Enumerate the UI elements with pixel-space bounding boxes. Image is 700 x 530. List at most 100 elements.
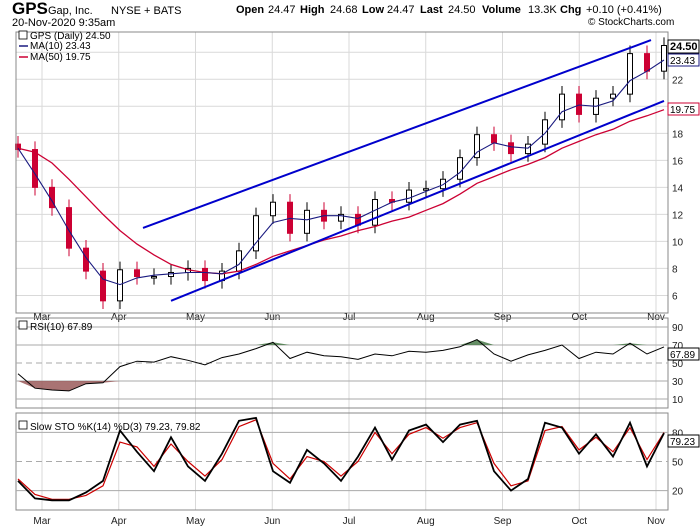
last-label: Last <box>420 4 443 16</box>
candle-body <box>202 267 208 282</box>
price-y-tick-label: 18 <box>672 129 684 140</box>
candle-body <box>100 270 106 302</box>
open-value: 24.47 <box>268 4 296 16</box>
price-y-tick-label: 22 <box>672 75 684 86</box>
candle-body <box>253 215 259 252</box>
price-candle <box>491 126 497 151</box>
ma10-badge-text: 23.43 <box>670 56 695 67</box>
candle-body <box>559 93 565 121</box>
candle-body <box>270 201 276 217</box>
price-y-tick-label: 10 <box>672 237 684 248</box>
price-candle <box>508 134 514 162</box>
legend-price: GPS (Daily) 24.50 <box>30 31 111 42</box>
price-candle <box>440 171 446 197</box>
ma10-line <box>17 59 665 286</box>
price-candle <box>457 149 463 188</box>
price-candle <box>644 45 650 80</box>
candle-body <box>474 134 480 159</box>
rsi-oversold-fill <box>18 381 35 389</box>
rsi-overbought-fill <box>273 342 290 345</box>
candle-body <box>491 134 497 144</box>
legend-ma50: MA(50) 19.75 <box>30 52 91 63</box>
sto-x-tick-label: Nov <box>647 516 665 527</box>
channel-upper-line <box>142 39 652 229</box>
candle-body <box>440 178 446 190</box>
candle-body <box>644 53 650 72</box>
change-label: Chg <box>560 4 581 16</box>
sto-panel: Slow STO %K(14) %D(3) 79.23, 79.82 20 50 8… <box>15 412 700 527</box>
open-label: Open <box>236 4 264 16</box>
rsi-y-tick-label: 50 <box>672 359 684 370</box>
rsi-y-tick-label: 70 <box>672 341 684 352</box>
sto-x-tick-label: Aug <box>417 516 435 527</box>
timestamp: 20-Nov-2020 9:35am <box>12 17 115 29</box>
candle-body <box>525 143 531 155</box>
low-value: 24.47 <box>387 4 415 16</box>
price-candle <box>66 199 72 257</box>
price-candle <box>627 45 633 103</box>
candle-body <box>423 188 429 191</box>
sto-y-tick-label: 20 <box>672 487 684 498</box>
rsi-oversold-fill <box>35 381 52 390</box>
legend-ma10: MA(10) 23.43 <box>30 41 91 52</box>
rsi-overbought-fill <box>630 343 647 345</box>
sto-x-tick-label: Jun <box>264 516 280 527</box>
rsi-badge <box>667 347 700 361</box>
company-name: Gap, Inc. <box>48 5 93 17</box>
sto-x-tick-label: Oct <box>571 516 587 527</box>
price-candle <box>576 86 582 123</box>
last-price-badge <box>667 39 700 54</box>
price-y-tick-label: 8 <box>672 264 678 275</box>
price-candle <box>253 207 259 259</box>
candle-body <box>457 157 463 180</box>
rsi-label: RSI(10) 67.89 <box>30 322 93 333</box>
rsi-oversold-fill <box>103 381 120 383</box>
candle-body <box>576 93 582 115</box>
ma50-badge-text: 19.75 <box>670 105 695 116</box>
candle-body <box>542 119 548 145</box>
candle-body <box>117 269 123 302</box>
candle-body <box>287 201 293 234</box>
price-candle <box>610 86 616 107</box>
sto-y-tick-label: 80 <box>672 428 684 439</box>
price-y-tick-label: 16 <box>672 156 684 167</box>
rsi-badge-text: 67.89 <box>670 350 695 361</box>
rsi-overbought-fill <box>613 343 630 345</box>
last-price-badge-text: 24.50 <box>670 41 698 53</box>
sto-x-tick-label: Sep <box>494 516 512 527</box>
price-candle <box>389 191 395 211</box>
sto-d-line <box>17 419 665 500</box>
price-legend: GPS (Daily) 24.50 MA(10) 23.43 MA(50) 19… <box>18 30 111 63</box>
candle-body <box>610 93 616 99</box>
sto-k-badge <box>667 434 700 448</box>
low-label: Low <box>362 4 384 16</box>
sto-x-tick-label: Apr <box>111 516 127 527</box>
candle-body <box>627 53 633 95</box>
price-candle <box>134 261 140 285</box>
sto-k-badge-text: 79.23 <box>670 437 695 448</box>
candle-body <box>168 271 174 278</box>
price-y-tick-label: 12 <box>672 210 684 221</box>
candle-body <box>406 189 412 203</box>
price-candle <box>270 194 276 224</box>
price-candle <box>542 111 548 153</box>
rsi-y-tick-label: 10 <box>672 395 684 406</box>
ma50-line <box>17 109 665 275</box>
price-y-tick-label: 14 <box>672 183 684 194</box>
ma50-badge <box>667 102 700 116</box>
sto-x-tick-label: May <box>186 516 205 527</box>
candle-body <box>32 149 38 188</box>
candle-body <box>508 142 514 155</box>
price-candle <box>338 206 344 230</box>
price-candle <box>355 206 361 234</box>
price-y-tick-label: 6 <box>672 291 678 302</box>
rsi-y-tick-label: 90 <box>672 323 684 334</box>
channel-lower-line <box>170 99 665 302</box>
sto-label: Slow STO %K(14) %D(3) 79.23, 79.82 <box>30 422 201 433</box>
price-candle <box>474 126 480 166</box>
price-panel-frame <box>15 31 669 314</box>
price-candle <box>525 136 531 162</box>
candle-body <box>236 250 242 272</box>
candle-body <box>66 207 72 249</box>
